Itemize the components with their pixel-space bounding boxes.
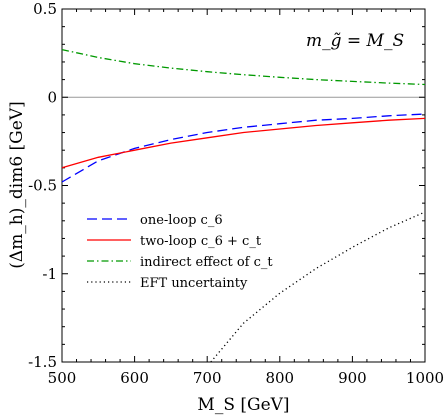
series-line-3 — [61, 48, 426, 86]
y-tick-label: -1.5 — [28, 353, 57, 371]
series-line-4 — [210, 211, 426, 363]
series-line-1 — [61, 113, 426, 183]
x-tick-label: 500 — [48, 369, 77, 387]
y-tick-label: -0.5 — [28, 177, 57, 195]
legend-label: one-loop c_6 — [140, 213, 223, 228]
x-axis-title: M_S [GeV] — [197, 395, 289, 415]
legend-label: EFT uncertainty — [140, 276, 248, 291]
series-line-2 — [61, 117, 426, 169]
y-tick-label: 0 — [47, 88, 57, 106]
x-tick-label: 700 — [193, 369, 222, 387]
plot-frame — [61, 8, 426, 363]
annotation-label: m_g̃ = M_S — [306, 31, 404, 51]
y-tick-label: 0.5 — [33, 0, 57, 18]
x-tick-label: 800 — [265, 369, 294, 387]
x-tick-label: 600 — [120, 369, 149, 387]
y-tick-label: -1 — [42, 265, 57, 283]
legend-label: two-loop c_6 + c_t — [140, 234, 262, 249]
y-axis-title: (Δm_h)_dim6 [GeV] — [7, 101, 27, 268]
x-tick-label: 1000 — [406, 369, 444, 387]
x-tick-label: 900 — [338, 369, 367, 387]
legend-label: indirect effect of c_t — [140, 255, 273, 270]
